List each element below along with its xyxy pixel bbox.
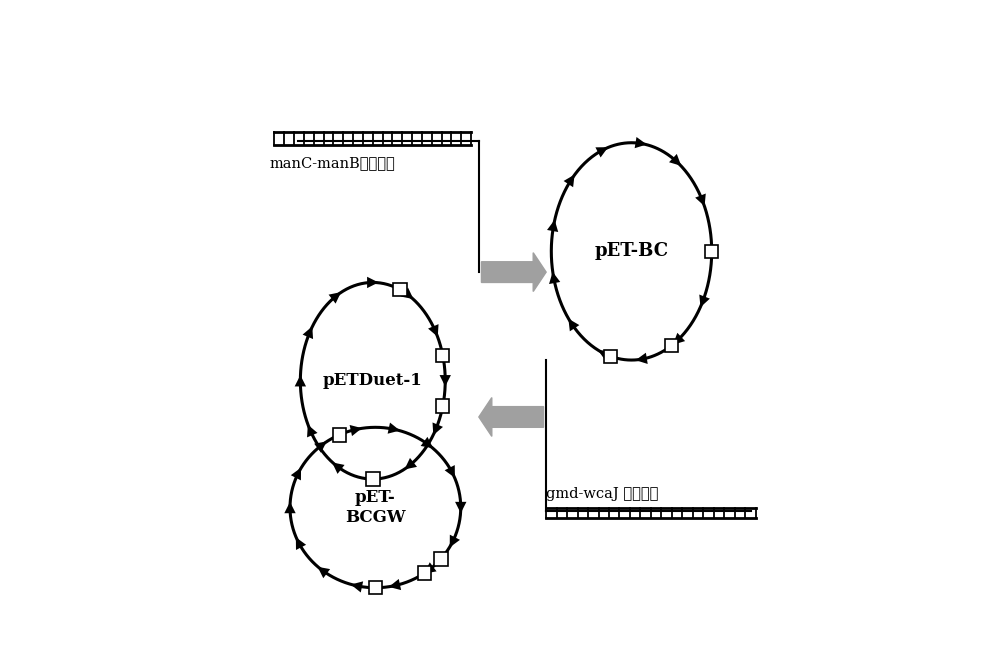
Text: pET-
BCGW: pET- BCGW bbox=[345, 489, 406, 526]
Polygon shape bbox=[445, 465, 455, 478]
Polygon shape bbox=[424, 562, 437, 574]
Polygon shape bbox=[388, 423, 400, 433]
Polygon shape bbox=[421, 437, 433, 448]
Polygon shape bbox=[669, 154, 681, 166]
Polygon shape bbox=[547, 220, 558, 232]
Polygon shape bbox=[329, 292, 341, 304]
Polygon shape bbox=[436, 399, 449, 413]
Polygon shape bbox=[401, 288, 413, 299]
Polygon shape bbox=[436, 349, 449, 362]
Polygon shape bbox=[598, 350, 611, 361]
Polygon shape bbox=[295, 375, 306, 386]
Polygon shape bbox=[393, 283, 407, 296]
Text: gmd-wcaJ 基因片段: gmd-wcaJ 基因片段 bbox=[546, 487, 659, 501]
Polygon shape bbox=[706, 246, 717, 257]
Polygon shape bbox=[450, 535, 460, 548]
FancyArrow shape bbox=[481, 253, 546, 292]
Polygon shape bbox=[351, 581, 363, 593]
Polygon shape bbox=[636, 353, 648, 364]
Polygon shape bbox=[367, 473, 378, 485]
Polygon shape bbox=[307, 425, 318, 437]
Polygon shape bbox=[318, 566, 330, 578]
Polygon shape bbox=[549, 271, 560, 284]
Polygon shape bbox=[564, 175, 575, 187]
Polygon shape bbox=[568, 319, 579, 331]
Polygon shape bbox=[314, 442, 327, 453]
Polygon shape bbox=[695, 194, 706, 206]
Polygon shape bbox=[673, 333, 685, 345]
Polygon shape bbox=[595, 147, 608, 157]
Polygon shape bbox=[604, 349, 617, 363]
Polygon shape bbox=[296, 537, 306, 550]
Text: manC-manB基因片段: manC-manB基因片段 bbox=[269, 156, 395, 169]
Polygon shape bbox=[434, 552, 448, 566]
Polygon shape bbox=[367, 277, 378, 288]
Polygon shape bbox=[455, 502, 466, 513]
Polygon shape bbox=[366, 472, 380, 486]
Polygon shape bbox=[303, 327, 313, 339]
Polygon shape bbox=[389, 579, 401, 590]
Polygon shape bbox=[350, 425, 362, 436]
Polygon shape bbox=[665, 339, 678, 352]
Polygon shape bbox=[332, 462, 345, 474]
Polygon shape bbox=[440, 375, 451, 386]
Text: pETDuet-1: pETDuet-1 bbox=[323, 372, 423, 389]
Polygon shape bbox=[369, 581, 382, 595]
Polygon shape bbox=[635, 137, 647, 149]
Polygon shape bbox=[433, 423, 443, 435]
Polygon shape bbox=[291, 468, 301, 480]
Text: pET-BC: pET-BC bbox=[594, 243, 669, 260]
Polygon shape bbox=[428, 324, 439, 337]
FancyArrow shape bbox=[479, 398, 544, 436]
Polygon shape bbox=[405, 458, 417, 470]
Polygon shape bbox=[333, 428, 346, 442]
Polygon shape bbox=[418, 566, 431, 580]
Polygon shape bbox=[699, 294, 710, 307]
Polygon shape bbox=[284, 502, 296, 513]
Polygon shape bbox=[705, 245, 718, 258]
